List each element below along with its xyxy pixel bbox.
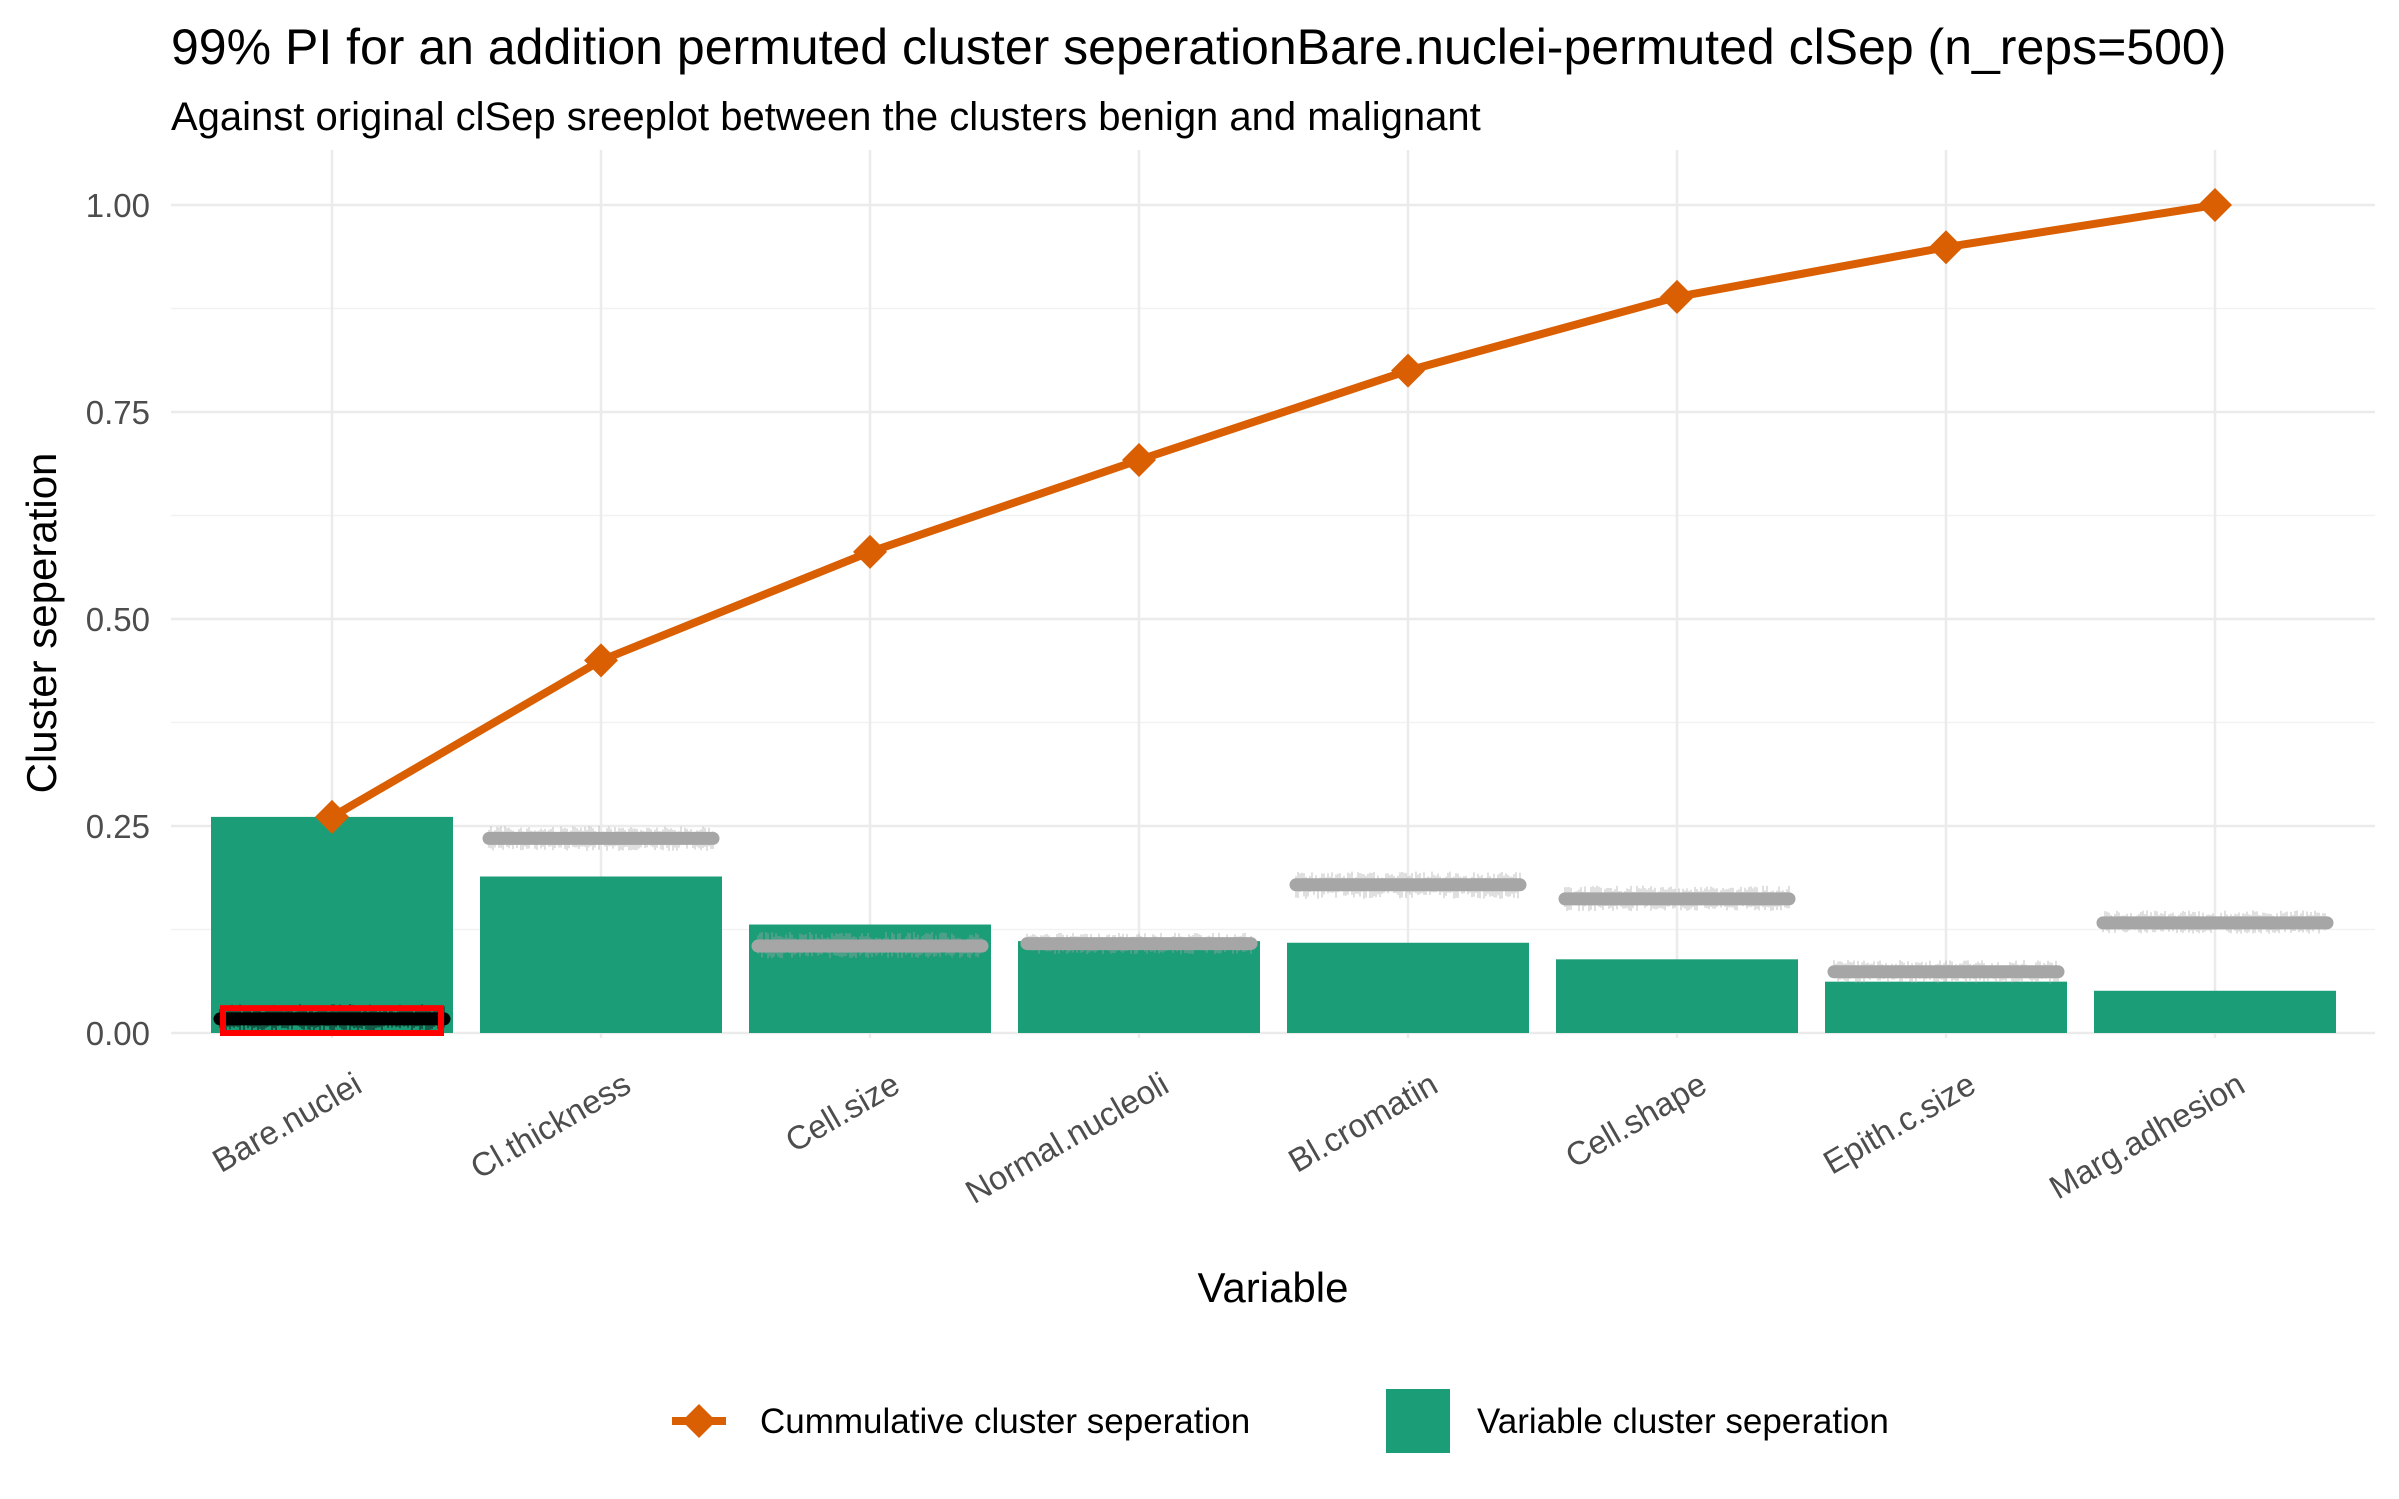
bar: [1556, 959, 1798, 1033]
cumulative-point: [584, 643, 618, 678]
interval-Cl.thickness: [482, 826, 720, 851]
x-tick-label: Bl.cromatin: [1282, 1065, 1443, 1180]
cumulative-point: [1929, 230, 1963, 265]
bars: [211, 816, 2336, 1033]
x-tick-label: Bare.nuclei: [206, 1065, 367, 1180]
y-tick-label: 0.75: [86, 394, 150, 431]
highlight-rect: [220, 1005, 444, 1036]
legend-label-cumulative: Cummulative cluster seperation: [760, 1402, 1250, 1441]
cumulative-polyline: [329, 201, 2216, 821]
chart-subtitle: Against original clSep sreeplot between …: [171, 95, 1481, 139]
y-tick-label: 0.50: [86, 601, 150, 638]
interval-Normal.nucleoli: [1020, 932, 1258, 955]
y-tick-label: 0.00: [86, 1015, 150, 1052]
y-axis-title: Cluster seperation: [18, 453, 65, 794]
x-tick-label: Cl.thickness: [464, 1065, 637, 1186]
bar: [2094, 990, 2336, 1033]
cumulative-point: [1122, 443, 1156, 478]
x-tick-label: Epith.c.size: [1817, 1065, 1982, 1181]
interval-Epith.c.size: [1827, 960, 2065, 984]
cumulative-point: [853, 534, 887, 569]
interval-Cell.shape: [1558, 885, 1796, 912]
interval-Bl.cromatin: [1289, 871, 1527, 899]
bar: [1825, 981, 2067, 1033]
interval-Cell.size: [751, 931, 989, 959]
bar: [211, 816, 453, 1033]
interval-Marg.adhesion: [2096, 910, 2334, 934]
y-tick-label: 0.25: [86, 808, 150, 845]
cumulative-point: [1391, 353, 1425, 388]
x-axis-title: Variable: [1198, 1264, 1349, 1311]
bar: [1018, 941, 1260, 1033]
y-axis-ticks: 0.00 0.25 0.50 0.75 1.00: [86, 187, 150, 1052]
cumulative-point: [2198, 188, 2232, 222]
cumulative-point: [315, 799, 349, 834]
legend-bar-key: [1386, 1389, 1450, 1453]
permuted-intervals: [213, 826, 2334, 1032]
cumulative-line: [315, 188, 2232, 834]
legend: Cummulative cluster seperation Variable c…: [672, 1389, 1889, 1453]
bar: [1287, 942, 1529, 1033]
legend-label-variable: Variable cluster seperation: [1477, 1402, 1889, 1441]
x-tick-label: Cell.size: [779, 1065, 905, 1159]
y-tick-label: 1.00: [86, 187, 150, 224]
x-axis-ticks: Bare.nuclei Cl.thickness Cell.size Normal.n…: [206, 1065, 2250, 1211]
legend-diamond-key: [682, 1404, 716, 1438]
chart-title: 99% PI for an addition permuted cluster …: [171, 19, 2226, 75]
x-tick-label: Normal.nucleoli: [959, 1065, 1174, 1211]
bar: [480, 876, 722, 1033]
x-tick-label: Marg.adhesion: [2043, 1065, 2251, 1206]
x-tick-label: Cell.shape: [1559, 1065, 1713, 1175]
cumulative-point: [1660, 279, 1694, 314]
highlight-box: [220, 1005, 444, 1036]
